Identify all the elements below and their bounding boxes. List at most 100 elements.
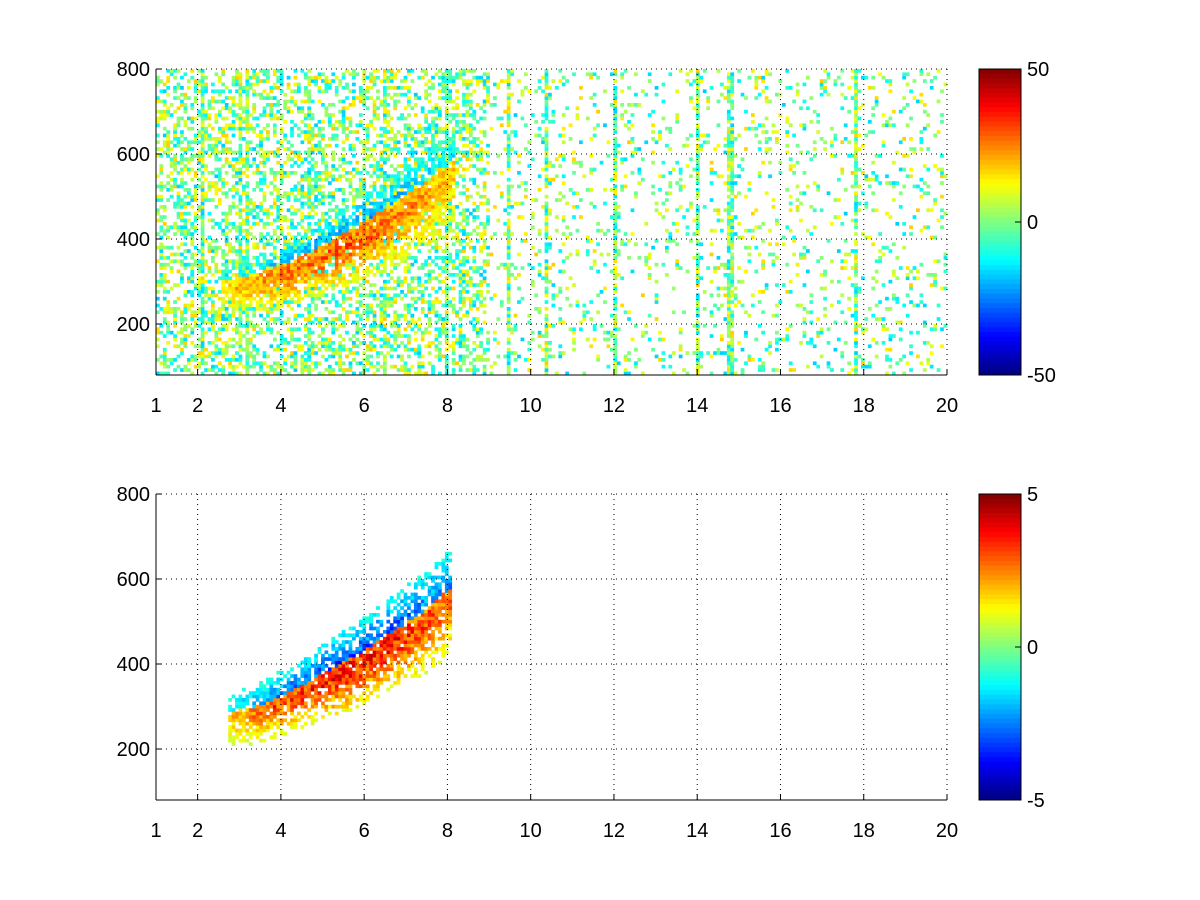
heatmap-cell [259, 79, 263, 83]
heatmap-cell [166, 174, 171, 179]
heatmap-cell [200, 361, 205, 366]
heatmap-cell [272, 290, 277, 294]
heatmap-cell [458, 222, 463, 226]
heatmap-cell [403, 266, 408, 270]
heatmap-cell [193, 211, 198, 216]
heatmap-cell [369, 208, 373, 213]
heatmap-cell [238, 262, 243, 267]
heatmap-cell [307, 215, 312, 219]
heatmap-cell [462, 262, 466, 267]
heatmap-cell [444, 171, 449, 175]
heatmap-cell [451, 215, 456, 219]
heatmap-cell [186, 228, 191, 233]
heatmap-cell [235, 150, 239, 155]
heatmap-cell [410, 205, 415, 209]
heatmap-cell [341, 262, 346, 267]
heatmap-cell [266, 266, 270, 270]
heatmap-cell [475, 75, 480, 80]
heatmap-cell [382, 317, 387, 321]
heatmap-cell [572, 150, 576, 155]
heatmap-cell [389, 69, 394, 73]
heatmap-cell [441, 279, 446, 284]
heatmap-cell [493, 103, 497, 107]
heatmap-cell [434, 198, 439, 202]
heatmap-cell [369, 344, 373, 349]
heatmap-cell [365, 239, 370, 243]
heatmap-cell [441, 79, 446, 83]
heatmap-cell [173, 143, 177, 148]
heatmap-cell [475, 293, 480, 298]
heatmap-cell [324, 252, 329, 257]
heatmap-cell [352, 167, 356, 172]
heatmap-cell [338, 276, 343, 281]
heatmap-cell [238, 96, 243, 100]
heatmap-cell [386, 273, 391, 277]
heatmap-cell [190, 341, 195, 345]
heatmap-cell [365, 147, 370, 151]
heatmap-cell [176, 140, 181, 145]
heatmap-cell [444, 256, 449, 260]
heatmap-cell [245, 103, 250, 107]
heatmap-cell [475, 150, 480, 155]
heatmap-cell [321, 137, 325, 141]
heatmap-cell [544, 273, 549, 277]
heatmap-cell [376, 262, 380, 267]
heatmap-cell [417, 232, 422, 236]
heatmap-cell [248, 164, 253, 168]
heatmap-cell [438, 130, 442, 134]
heatmap-cell [468, 106, 473, 111]
heatmap-cell [468, 123, 473, 128]
heatmap-cell [523, 358, 528, 362]
heatmap-cell [475, 239, 480, 243]
heatmap-cell [200, 92, 205, 97]
heatmap-cell [317, 99, 322, 104]
heatmap-cell [352, 245, 356, 250]
heatmap-cell [266, 215, 270, 219]
heatmap-cell [341, 126, 346, 131]
heatmap-cell [389, 194, 394, 199]
heatmap-cell [455, 96, 459, 100]
heatmap-cell [403, 140, 408, 145]
heatmap-cell [238, 334, 243, 338]
heatmap-cell [193, 358, 198, 362]
heatmap-cell [286, 317, 291, 321]
heatmap-cell [248, 262, 253, 267]
heatmap-cell [345, 313, 349, 318]
heatmap-cell [420, 300, 425, 304]
heatmap-cell [197, 249, 202, 253]
heatmap-cell [451, 140, 456, 145]
heatmap-cell [255, 307, 260, 311]
heatmap-cell [235, 341, 239, 345]
heatmap-cell [348, 347, 353, 352]
heatmap-cell [338, 188, 343, 192]
heatmap-cell [479, 201, 484, 206]
heatmap-cell [307, 310, 312, 315]
heatmap-cell [321, 269, 325, 274]
heatmap-cell [403, 368, 408, 372]
heatmap-cell [228, 317, 232, 321]
heatmap-cell [310, 147, 315, 151]
heatmap-cell [297, 82, 301, 87]
heatmap-cell [310, 79, 315, 83]
heatmap-cell [307, 228, 312, 233]
heatmap-cell [204, 167, 208, 172]
heatmap-cell [297, 303, 301, 308]
heatmap-cell [200, 181, 205, 185]
heatmap-cell [176, 86, 181, 90]
heatmap-cell [266, 276, 270, 281]
heatmap-cell [548, 208, 552, 213]
heatmap-cell [362, 218, 367, 223]
heatmap-cell [338, 235, 343, 240]
heatmap-cell [190, 330, 195, 335]
heatmap-cell [468, 177, 473, 182]
heatmap-cell [307, 201, 312, 206]
heatmap-cell [317, 290, 322, 294]
heatmap-cell [482, 188, 487, 192]
heatmap-cell [544, 208, 549, 213]
heatmap-cell [228, 89, 232, 94]
heatmap-cell [331, 239, 336, 243]
heatmap-cell [314, 194, 318, 199]
heatmap-cell [372, 215, 377, 219]
heatmap-cell [286, 262, 291, 267]
heatmap-cell [475, 157, 480, 162]
